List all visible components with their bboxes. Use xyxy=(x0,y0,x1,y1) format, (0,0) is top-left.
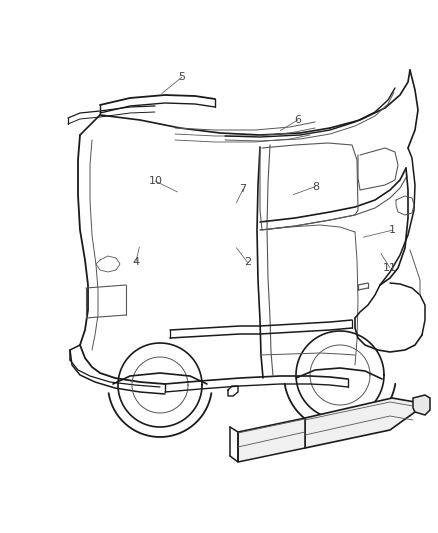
Text: 7: 7 xyxy=(240,184,247,194)
Text: 4: 4 xyxy=(132,257,139,267)
Text: 8: 8 xyxy=(312,182,319,191)
Polygon shape xyxy=(413,395,430,415)
Text: 2: 2 xyxy=(244,257,251,267)
Text: 1: 1 xyxy=(389,225,396,235)
Text: 11: 11 xyxy=(383,263,397,272)
Polygon shape xyxy=(305,398,415,448)
Polygon shape xyxy=(238,418,305,462)
Text: 5: 5 xyxy=(178,72,185,82)
Text: 6: 6 xyxy=(294,115,301,125)
Text: 10: 10 xyxy=(148,176,162,186)
